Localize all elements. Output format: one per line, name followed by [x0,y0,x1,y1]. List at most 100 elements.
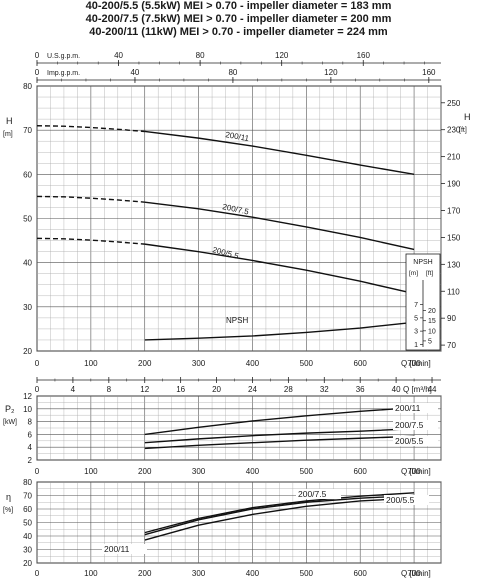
y-tick-label: 30 [23,546,32,555]
flow-axis-tick-label: 12 [140,385,149,394]
chart-titles: 40-200/5.5 (5.5kW) MEI > 0.70 - impeller… [0,0,477,39]
x-axis-unit-head: Q [l/min] [401,359,431,368]
top-axis-tick-label-imp-gpm: 120 [324,68,338,77]
top-axis-tick-label-us-gpm: 40 [114,51,123,60]
x-tick-label: 700 [407,569,421,578]
x-tick-label: 500 [300,569,314,578]
y-tick-label: 50 [23,519,32,528]
flow-axis-tick-label: 36 [356,385,365,394]
x-tick-label: 400 [246,467,260,476]
x-tick-label: 300 [192,569,206,578]
x-tick-label: 700 [407,467,421,476]
top-axis-tick-label-imp-gpm: 0 [35,68,40,77]
top-axis-tick-label-us-gpm: 80 [196,51,205,60]
flow-axis-tick-label: 44 [428,385,437,394]
y-tick-label: 30 [23,303,32,312]
series-label-bg-power [393,403,438,413]
top-axis-tick-label-imp-gpm: 80 [228,68,237,77]
series-label-200-5-5: 200/5.5 [211,245,240,261]
npsh-ft-tick-label: 10 [428,328,436,335]
series-line-200-7-5 [144,201,415,251]
y-axis-unit-head: [m] [3,131,13,138]
y-axis-unit-power: [kW] [3,419,17,426]
series-line-200-11-dashed [36,125,145,133]
y-tick-label: 2 [28,456,33,465]
y-tick-label: 8 [28,418,33,427]
y-axis-label-efficiency: η [6,492,11,502]
right-axis-tick-label: 150 [447,233,461,242]
npsh-scale-header: NPSH [413,259,432,266]
flow-axis-tick-label: 20 [212,385,221,394]
x-tick-label: 100 [84,359,98,368]
top-axis-tick-label-us-gpm: 0 [35,51,40,60]
series-line-200-5-5 [144,243,415,295]
series-label-bg-efficiency [296,489,341,499]
right-axis-tick-label: 130 [447,260,461,269]
y-tick-label: 50 [23,215,32,224]
series-line-200-7-5 [144,427,415,444]
y-tick-label: 40 [23,532,32,541]
right-axis-tick-label: 190 [447,180,461,189]
right-axis-tick-label: 90 [447,314,456,323]
series-line-200-5-5-dashed [36,237,145,245]
y-tick-label: 40 [23,259,32,268]
flow-axis-tick-label: 0 [35,385,40,394]
y-tick-label: 80 [23,478,32,487]
flow-axis-tick-label: 28 [284,385,293,394]
flow-axis-tick-label: 24 [248,385,257,394]
y-tick-label: 60 [23,170,32,179]
x-axis-unit-efficiency: Q [l/min] [401,569,431,578]
series-label-bg-power [393,420,438,430]
flow-axis-tick-label: 4 [71,385,76,394]
right-axis-unit-head: [ft] [459,127,467,134]
top-axis-tick-label-us-gpm: 160 [357,51,371,60]
series-label-efficiency-200-5-5: 200/5.5 [386,495,415,505]
x-tick-label: 0 [35,569,40,578]
top-axis-tick-label-us-gpm: 120 [275,51,289,60]
npsh-m-tick-label: 1 [414,342,418,349]
flow-axis-unit: Q [m³/h] [403,385,432,394]
title-line-1: 40-200/5.5 (5.5kW) MEI > 0.70 - impeller… [85,0,392,12]
y-axis-unit-efficiency: [%] [3,507,13,514]
series-line-200-11 [144,406,415,436]
right-axis-tick-label: 170 [447,206,461,215]
x-tick-label: 100 [84,467,98,476]
x-axis-unit-power: Q [l/min] [401,467,431,476]
y-tick-label: 70 [23,492,32,501]
x-tick-label: 200 [138,467,152,476]
npsh-m-tick-label: 3 [414,329,418,336]
right-axis-tick-label: 110 [447,287,460,296]
top-axis-tick-label-imp-gpm: 40 [130,68,139,77]
top-axis-tick-label-imp-gpm: 160 [422,68,436,77]
x-tick-label: 500 [300,467,314,476]
series-line-200-5-5 [144,494,415,536]
series-line-200-11 [144,130,415,176]
x-tick-label: 200 [138,569,152,578]
series-label-bg-power [393,436,438,446]
series-line-200-7-5 [144,492,415,534]
x-tick-label: 300 [192,359,206,368]
series-label-bg-efficiency [384,495,429,505]
series-label-efficiency-200-7-5: 200/7.5 [298,489,327,499]
npsh-m-tick-label: 7 [414,302,418,309]
flow-axis-tick-label: 40 [392,385,401,394]
x-tick-label: 300 [192,467,206,476]
y-tick-label: 20 [23,559,32,568]
series-line-200-7-5-dashed [36,195,145,203]
x-tick-label: 600 [354,359,368,368]
series-label-npsh: NPSH [226,316,248,325]
x-tick-label: 600 [354,467,368,476]
right-axis-tick-label: 210 [447,153,461,162]
series-line-200-5-5 [144,435,415,450]
y-axis-label-power: P₂ [5,404,15,414]
series-label-power-200-7-5: 200/7.5 [395,420,424,430]
top-axis-label-imp-gpm: Imp.g.p.m. [47,70,80,77]
x-tick-label: 400 [246,359,260,368]
y-tick-label: 6 [28,430,33,439]
y-tick-label: 12 [23,392,32,401]
series-line-200-11 [144,497,415,541]
top-axis-label-us-gpm: U.S.g.p.m. [47,53,80,60]
flow-axis-tick-label: 16 [176,385,185,394]
series-label-200-11: 200/11 [225,130,251,143]
